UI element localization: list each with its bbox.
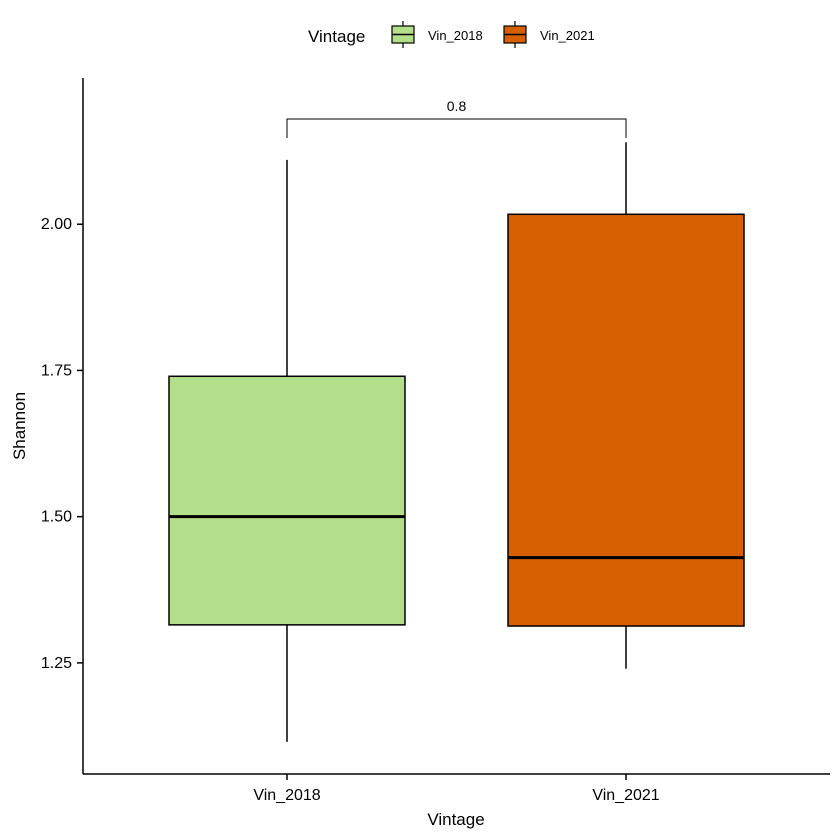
legend-label: Vin_2018	[428, 28, 483, 43]
interquartile-box	[507, 213, 745, 627]
x-axis-title: Vintage	[427, 810, 484, 829]
p-value-label: 0.8	[447, 98, 467, 114]
legend-item: Vin_2021	[503, 21, 595, 48]
y-axis-ticks: 1.25 1.50 1.75 2.00	[41, 216, 83, 672]
y-axis-title: Shannon	[10, 392, 29, 460]
box-vin-2021	[507, 142, 745, 669]
legend-item: Vin_2018	[391, 21, 483, 48]
legend-title: Vintage	[308, 27, 365, 46]
legend: Vintage Vin_2018 Vin_2021	[308, 21, 595, 48]
interquartile-box	[168, 375, 406, 626]
boxplot-series	[168, 142, 745, 742]
x-axis-ticks: Vin_2018 Vin_2021	[253, 774, 660, 804]
y-tick-label: 1.75	[41, 362, 72, 379]
box-vin-2018	[168, 159, 406, 742]
y-tick-label: 1.25	[41, 655, 72, 672]
x-tick-label: Vin_2018	[253, 787, 320, 804]
significance-bracket: 0.8	[286, 98, 627, 138]
y-tick-label: 1.50	[41, 509, 72, 526]
bracket-line	[286, 118, 627, 138]
legend-label: Vin_2021	[540, 28, 595, 43]
x-tick-label: Vin_2021	[592, 787, 659, 804]
y-tick-label: 2.00	[41, 216, 72, 233]
